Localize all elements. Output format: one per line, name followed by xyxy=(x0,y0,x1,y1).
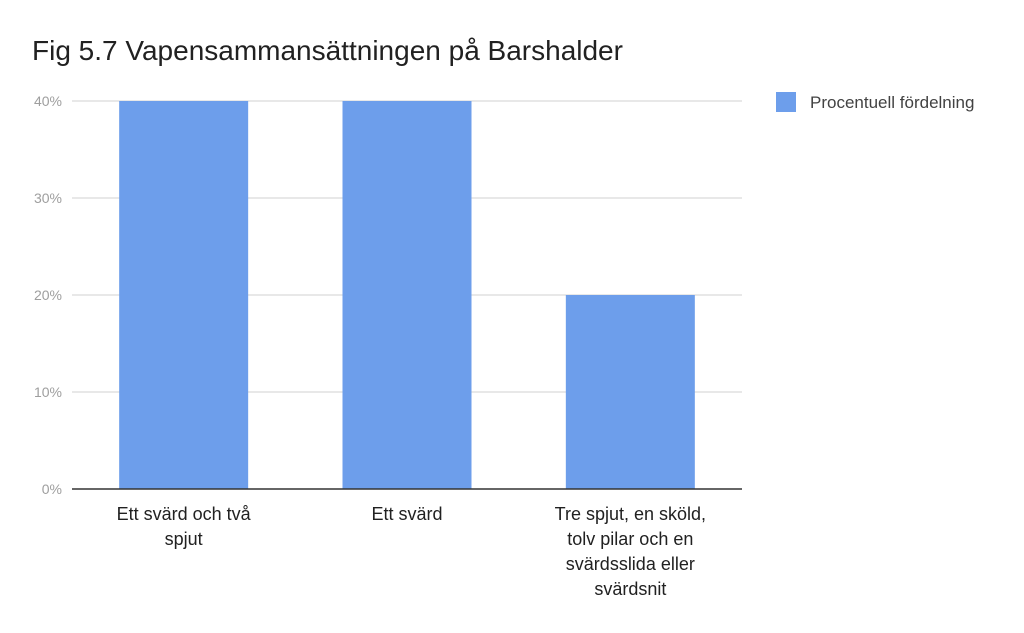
x-tick-label: Ett svärd xyxy=(371,504,442,524)
bar xyxy=(565,295,695,489)
y-tick-label: 0% xyxy=(42,481,62,497)
y-tick-label: 30% xyxy=(34,190,62,206)
y-tick-label: 20% xyxy=(34,287,62,303)
legend-swatch xyxy=(776,92,796,112)
bar xyxy=(342,101,472,489)
chart-title: Fig 5.7 Vapensammansättningen på Barshal… xyxy=(32,35,623,66)
x-tick-label: Ett svärd och två spjut xyxy=(117,504,252,549)
bars xyxy=(119,101,695,489)
legend: Procentuell fördelning xyxy=(776,92,974,112)
y-tick-label: 40% xyxy=(34,93,62,109)
y-axis-ticks: 0% 10% 20% 30% 40% xyxy=(34,93,62,497)
y-tick-label: 10% xyxy=(34,384,62,400)
bar xyxy=(119,101,249,489)
legend-label: Procentuell fördelning xyxy=(810,93,974,112)
x-axis-ticks: Ett svärd och två spjut Ett svärd Tre spjut… xyxy=(117,504,706,599)
x-tick-label: Tre spjut, en sköld, tolv pilar och en svä… xyxy=(555,504,706,599)
